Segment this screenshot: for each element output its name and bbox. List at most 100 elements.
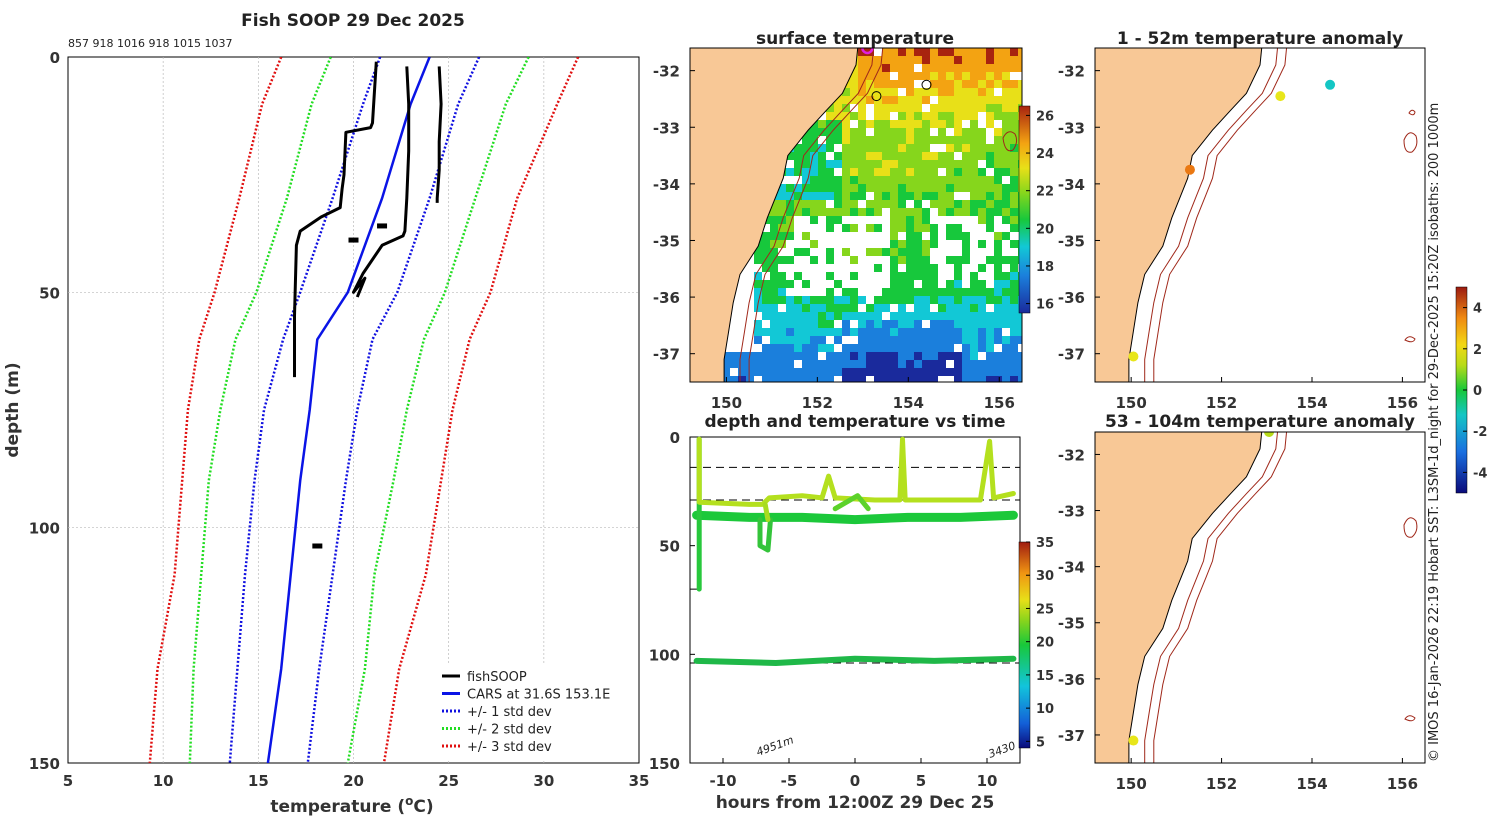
sst-cell — [890, 192, 898, 200]
sst-ticks: 150 152 154 156 -32 -33 -34 -35 -36 -37 — [653, 63, 1015, 412]
sst-cell — [850, 208, 858, 216]
sst-cell — [826, 208, 834, 216]
dt-series — [692, 436, 1018, 666]
sst-cell — [914, 336, 922, 344]
sst-land — [690, 48, 859, 382]
sst-cell — [858, 352, 866, 360]
sst-cell — [906, 240, 914, 248]
sst-cell — [874, 72, 882, 80]
sst-cell — [842, 136, 850, 144]
sst-cell — [802, 336, 810, 344]
sst-cell — [986, 184, 994, 192]
sst-cell — [994, 128, 1002, 136]
a1-isobath-1000 — [1153, 48, 1288, 382]
sst-cell — [946, 208, 954, 216]
sst-cell — [786, 200, 794, 208]
sst-cell — [866, 56, 874, 64]
sst-cell — [970, 296, 978, 304]
sst-cell — [994, 272, 1002, 280]
sst-cell — [946, 160, 954, 168]
sst-cell — [986, 88, 994, 96]
profile-series--2-std — [346, 57, 530, 763]
sst-cell — [890, 152, 898, 160]
sst-cell — [954, 48, 962, 56]
sst-cell — [962, 200, 970, 208]
a2-ytick--34: -34 — [1058, 559, 1085, 577]
sst-cell — [914, 136, 922, 144]
sst-cell — [1010, 176, 1018, 184]
sst-cell — [818, 128, 826, 136]
sst-cell — [898, 216, 906, 224]
sst-cell — [906, 176, 914, 184]
sst-cell — [818, 336, 826, 344]
sst-cell — [1002, 104, 1010, 112]
sst-cell — [962, 112, 970, 120]
sst-ytick--37: -37 — [653, 346, 680, 364]
sst-cell — [994, 176, 1002, 184]
sst-cell — [858, 72, 866, 80]
sst-cell — [882, 64, 890, 72]
sst-cell — [770, 224, 778, 232]
profile-series-fishsoop-points-mark — [312, 543, 323, 549]
sst-cell — [882, 104, 890, 112]
sst-cell — [922, 72, 930, 80]
sst-cell — [914, 120, 922, 128]
sst-cell — [914, 304, 922, 312]
sst-cell — [1002, 232, 1010, 240]
sst-cell — [898, 136, 906, 144]
sst-cell — [898, 376, 906, 382]
sst-cell — [810, 320, 818, 328]
sst-cell — [770, 240, 778, 248]
sst-cell — [930, 48, 938, 56]
sst-cell — [858, 160, 866, 168]
sst-cell — [730, 352, 738, 360]
sst-cell — [970, 80, 978, 88]
sst-cell — [994, 320, 1002, 328]
sst-cell — [930, 320, 938, 328]
sst-cell — [898, 152, 906, 160]
sst-cell — [890, 144, 898, 152]
sst-cell — [898, 344, 906, 352]
sst-cell — [930, 88, 938, 96]
a1-xtick-154: 154 — [1296, 394, 1327, 412]
sst-xtick-152: 152 — [802, 394, 833, 412]
sst-cell — [970, 64, 978, 72]
sst-cell — [762, 232, 770, 240]
sst-cell — [946, 120, 954, 128]
sst-cell — [842, 96, 850, 104]
sst-cell — [898, 96, 906, 104]
sst-cell — [946, 280, 954, 288]
sst-cell — [890, 320, 898, 328]
sst-cell — [930, 192, 938, 200]
sst-cell — [922, 224, 930, 232]
sst-isobath-1000 — [748, 48, 884, 382]
sst-cell — [778, 256, 786, 264]
sst-cell — [962, 376, 970, 382]
sst-cell — [1002, 272, 1010, 280]
sst-cell — [778, 344, 786, 352]
sst-cell — [970, 144, 978, 152]
sst-cell — [1002, 312, 1010, 320]
sst-cell — [978, 312, 986, 320]
sst-cell — [954, 128, 962, 136]
sst-cell — [922, 184, 930, 192]
sst-cell — [994, 64, 1002, 72]
sst-cell — [826, 248, 834, 256]
sst-cell — [970, 304, 978, 312]
sst-cell — [954, 360, 962, 368]
sst-cell — [802, 232, 810, 240]
sst-cell — [762, 352, 770, 360]
sst-cell — [994, 104, 1002, 112]
sst-cell — [1002, 344, 1010, 352]
sst-cell — [786, 336, 794, 344]
sst-cell — [786, 344, 794, 352]
sst-cell — [874, 152, 882, 160]
sst-cell — [794, 160, 802, 168]
sst-isobath-200 — [739, 48, 875, 382]
sst-cell — [898, 288, 906, 296]
sst-cell — [994, 360, 1002, 368]
sst-cell — [906, 296, 914, 304]
sst-cell — [858, 128, 866, 136]
sst-cell — [938, 88, 946, 96]
sst-cell — [826, 112, 834, 120]
